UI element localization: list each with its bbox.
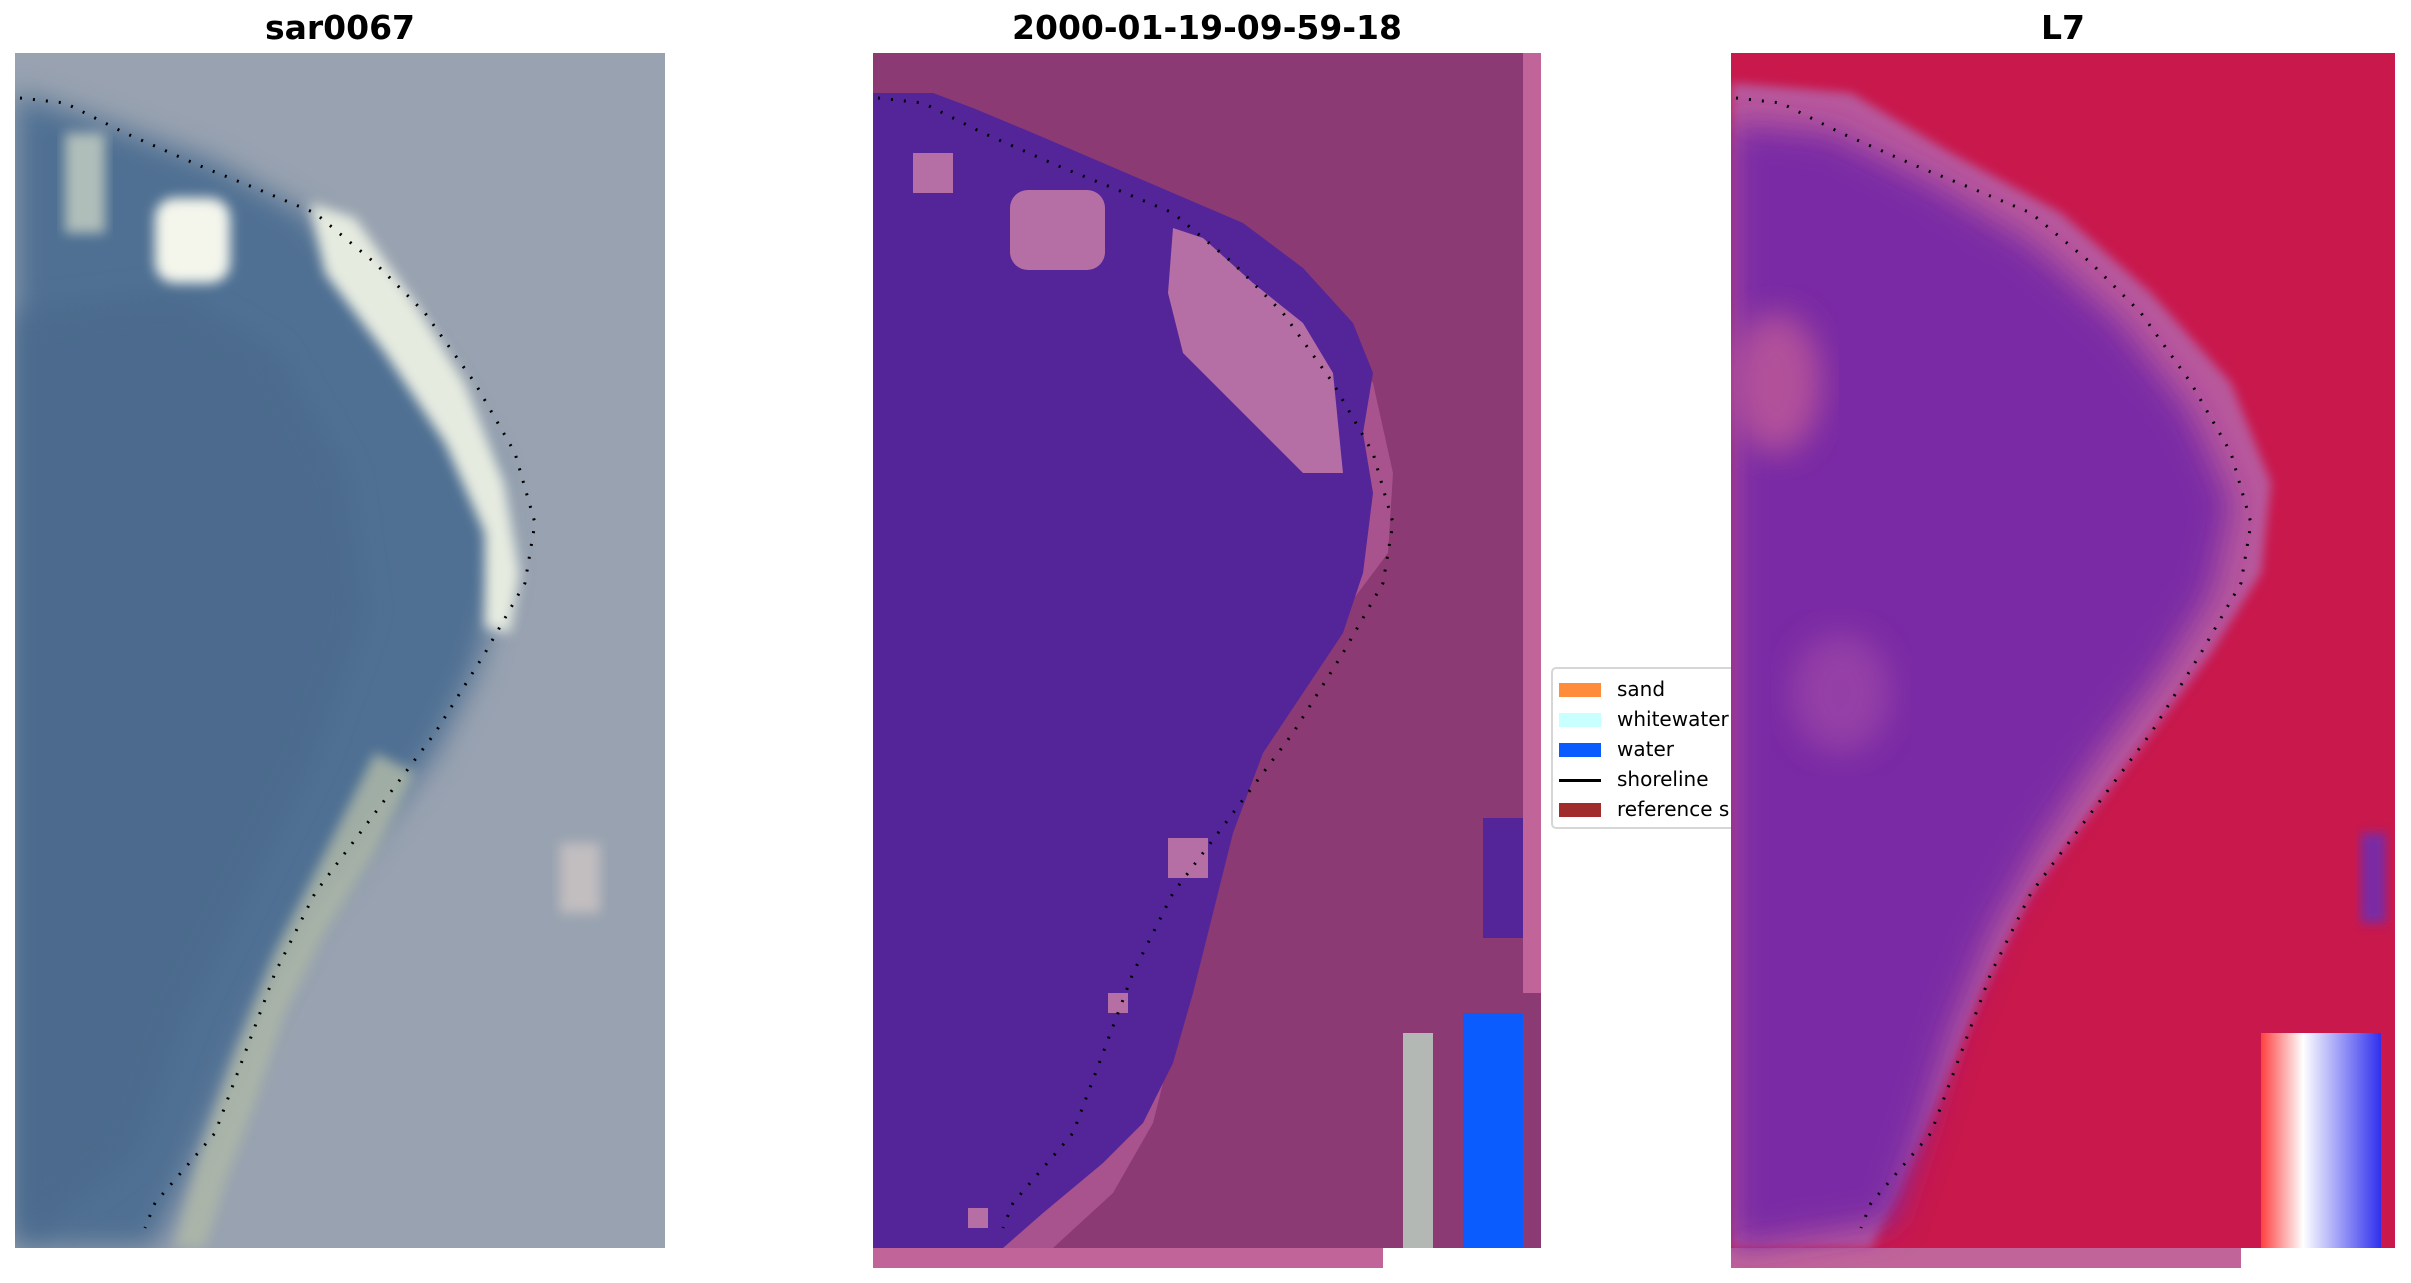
legend-item-reference: reference s — [1553, 796, 1731, 824]
class-sand-gray — [1403, 1033, 1433, 1248]
legend-item-whitewater: whitewater — [1553, 706, 1731, 734]
legend-swatch-sand — [1559, 683, 1601, 697]
class-border-right — [1523, 53, 1541, 993]
class-light-patch-1 — [913, 153, 953, 193]
index-pink-patch-2 — [1791, 633, 1891, 753]
panel-title-3: L7 — [2041, 8, 2085, 47]
rgb-surf-lower — [175, 753, 415, 1248]
index-shoreline — [1735, 96, 2253, 1229]
class-water-blue — [1463, 1013, 1523, 1248]
rgb-white-blob — [155, 198, 230, 283]
legend: sand whitewater water shoreline referenc… — [1551, 667, 1731, 829]
legend-label-sand: sand — [1617, 677, 1666, 701]
panel-title-1: sar0067 — [264, 8, 416, 47]
legend-swatch-whitewater — [1559, 713, 1601, 727]
legend-label-water: water — [1617, 737, 1674, 761]
rgb-image-panel — [15, 53, 665, 1248]
legend-line-shoreline — [1559, 779, 1601, 782]
class-light-patch-3 — [1108, 993, 1128, 1013]
class-light-band — [1168, 228, 1343, 473]
legend-item-shoreline: shoreline — [1553, 766, 1731, 794]
index-gradient-area — [2261, 1033, 2381, 1248]
class-light-patch-4 — [968, 1208, 988, 1228]
legend-label-shoreline: shoreline — [1617, 767, 1709, 791]
legend-label-reference: reference s — [1617, 797, 1730, 821]
index-purple-patch — [2361, 833, 2386, 923]
class-water-right — [1483, 818, 1523, 938]
index-water-area — [1731, 123, 2231, 1248]
panel-title-2: 2000-01-19-09-59-18 — [1012, 8, 1402, 47]
legend-label-whitewater: whitewater — [1617, 707, 1729, 731]
rgb-light-patch — [560, 843, 600, 913]
legend-item-sand: sand — [1553, 676, 1731, 704]
classified-image-panel — [873, 53, 1541, 1268]
class-light-blob — [1010, 190, 1105, 270]
class-shoreline — [877, 96, 1395, 1229]
index-border-bottom — [1731, 1248, 2241, 1268]
rgb-deep-water — [15, 293, 365, 1248]
class-border-bottom — [873, 1248, 1383, 1268]
rgb-shoreline — [19, 96, 537, 1229]
rgb-light-patch-2 — [65, 133, 105, 233]
index-pink-patch-1 — [1731, 313, 1821, 453]
legend-swatch-water — [1559, 743, 1601, 757]
legend-item-water: water — [1553, 736, 1731, 764]
index-image-panel — [1731, 53, 2395, 1268]
rgb-whitewater-band — [310, 203, 520, 633]
class-light-patch-2 — [1168, 838, 1208, 878]
legend-swatch-reference — [1559, 803, 1601, 817]
